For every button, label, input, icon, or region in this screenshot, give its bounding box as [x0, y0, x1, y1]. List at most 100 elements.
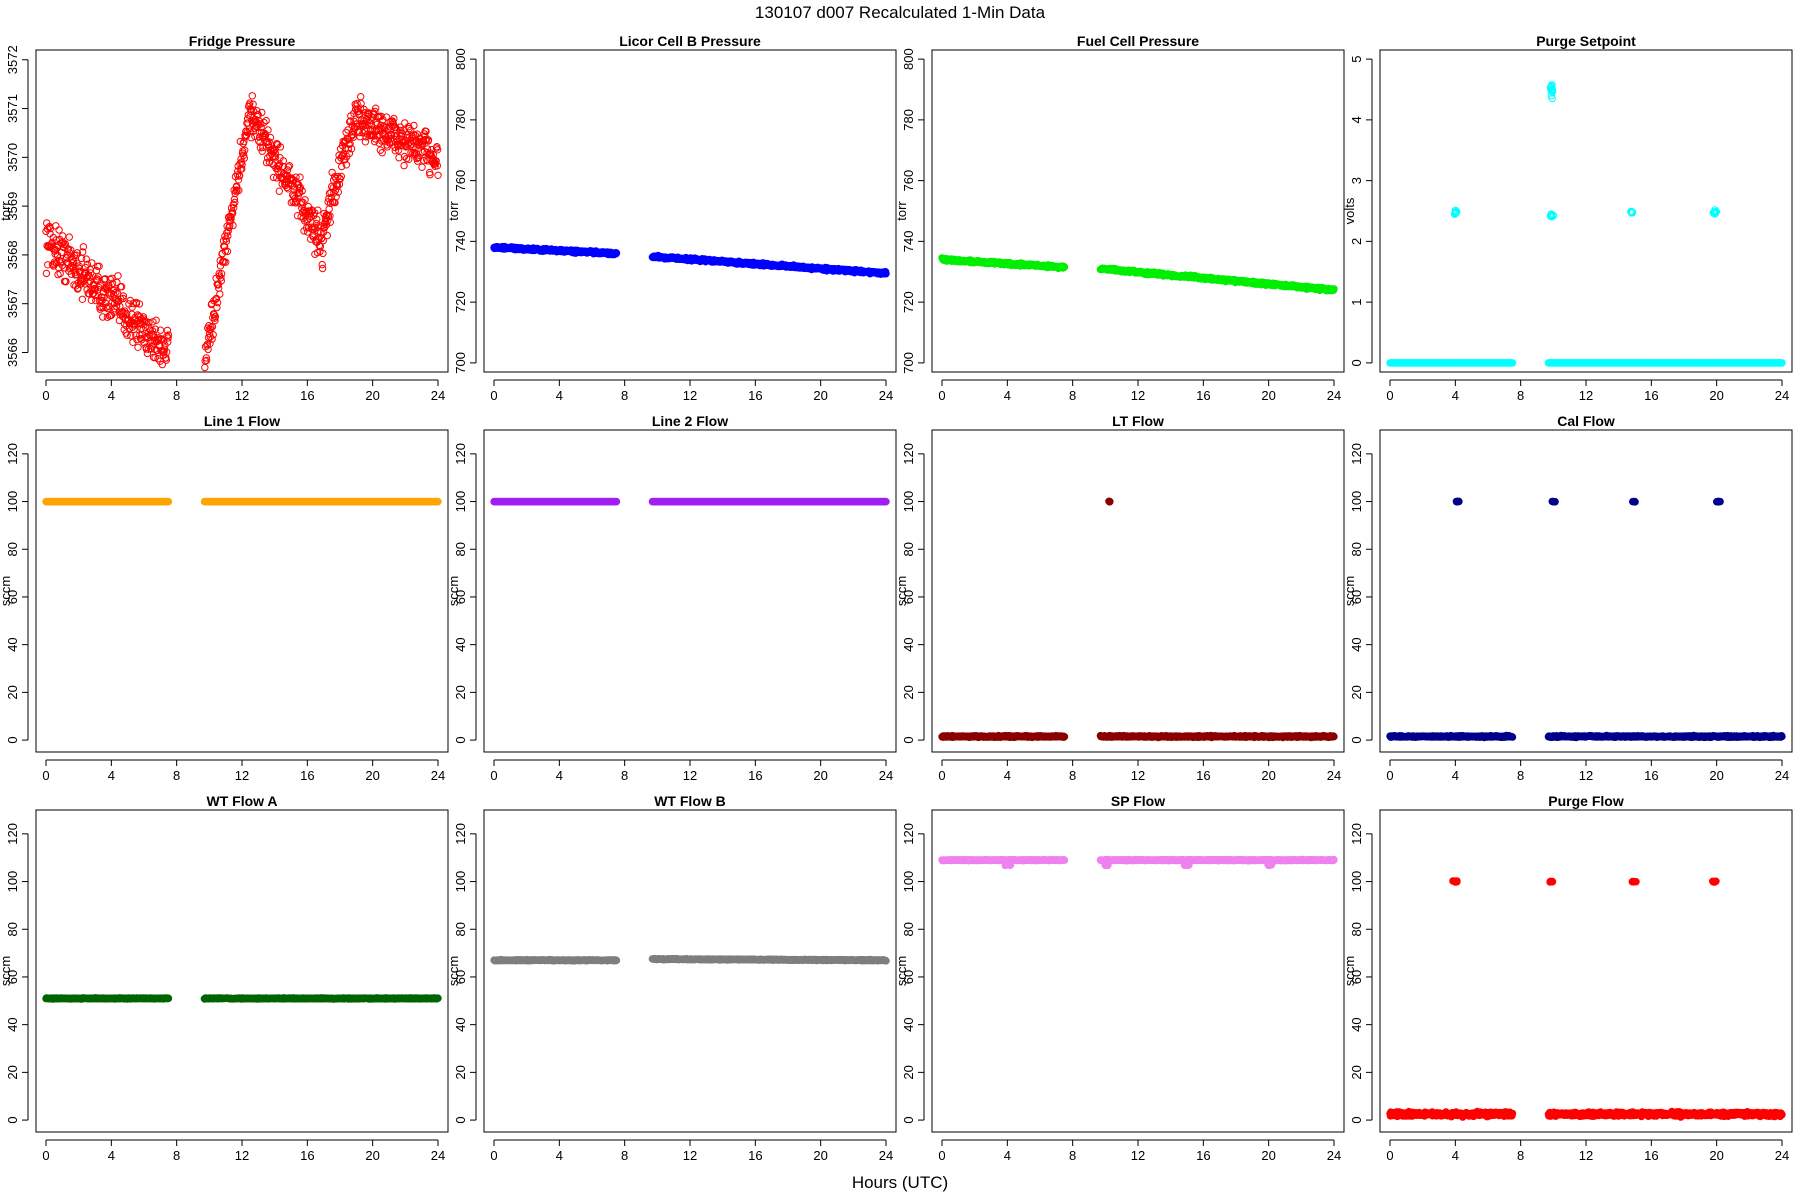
data-point [318, 260, 326, 269]
data-point [258, 147, 266, 155]
data-point [158, 360, 167, 369]
x-tick-label: 16 [300, 388, 314, 403]
data-point [223, 247, 232, 256]
data-point [211, 312, 220, 321]
y-tick-label: 760 [901, 170, 916, 192]
y-tick-label: 5 [1349, 55, 1364, 62]
plot-frame [931, 49, 1345, 373]
data-point [405, 155, 413, 164]
y-tick-label: 720 [901, 291, 916, 313]
data-point [216, 290, 224, 298]
x-tick-label: 24 [1327, 388, 1341, 403]
x-tick-label: 4 [1004, 388, 1011, 403]
data-point [316, 242, 325, 251]
y-tick-label: 120 [5, 443, 20, 465]
data-point [210, 311, 219, 319]
data-point [164, 334, 172, 342]
x-tick-label: 4 [108, 388, 115, 403]
data-point [119, 294, 127, 303]
x-tick-label: 16 [1196, 388, 1210, 403]
data-point [154, 355, 162, 363]
data-point [306, 209, 314, 218]
data-point [164, 497, 173, 506]
data-point [62, 277, 70, 286]
data-point [110, 308, 118, 316]
data-points [1386, 81, 1786, 367]
data-point [83, 286, 91, 294]
data-point [268, 159, 276, 168]
data-point [390, 114, 398, 123]
x-tick-label: 8 [1069, 388, 1076, 403]
plot-frame [1379, 49, 1793, 373]
data-point [344, 126, 352, 134]
data-point [202, 356, 211, 365]
data-point [347, 145, 356, 153]
y-tick-label: 20 [5, 685, 20, 699]
data-point [264, 126, 272, 134]
y-tick-label: 800 [453, 48, 468, 70]
data-point [100, 275, 109, 284]
data-point [230, 204, 238, 212]
y-tick-label: 80 [5, 542, 20, 556]
x-tick-label: 20 [813, 768, 827, 783]
data-point [135, 300, 144, 308]
data-point [395, 154, 403, 162]
x-tick-label: 16 [1644, 388, 1658, 403]
data-point [410, 121, 418, 130]
data-point [422, 127, 430, 136]
data-point [208, 322, 217, 331]
y-tick-label: 800 [901, 48, 916, 70]
y-tick-label: 100 [453, 491, 468, 513]
data-point [108, 279, 117, 287]
data-point [318, 264, 327, 273]
x-tick-label: 12 [683, 388, 697, 403]
y-tick-label: 740 [453, 231, 468, 253]
data-point [60, 243, 68, 252]
plot-frame [483, 429, 897, 753]
data-point [419, 137, 428, 145]
data-point [346, 140, 354, 148]
plot-frame [35, 429, 449, 753]
data-point [132, 299, 141, 308]
y-tick-label: 780 [453, 109, 468, 131]
x-tick-label: 8 [1517, 388, 1524, 403]
data-point [136, 334, 145, 343]
data-point [213, 298, 222, 307]
data-point [262, 116, 270, 125]
data-point [108, 274, 116, 282]
data-point [411, 146, 419, 154]
y-tick-label: 0 [453, 736, 468, 743]
data-point [285, 162, 294, 170]
data-point [326, 218, 334, 226]
x-tick-label: 0 [42, 388, 49, 403]
data-point [253, 106, 261, 115]
x-tick-label: 24 [431, 768, 445, 783]
data-point [239, 151, 248, 160]
data-point [123, 331, 131, 339]
data-point [276, 143, 285, 151]
data-point [386, 139, 394, 147]
y-axis-label: volts [1342, 197, 1357, 224]
y-axis-label: torr [446, 201, 461, 221]
y-tick-label: 780 [901, 109, 916, 131]
data-point [94, 273, 102, 281]
x-tick-label: 4 [556, 768, 563, 783]
data-point [211, 316, 219, 325]
data-point [119, 292, 128, 300]
data-point [79, 248, 87, 256]
data-point [292, 173, 300, 181]
data-point [226, 222, 234, 230]
y-tick-label: 3566 [5, 338, 20, 367]
x-tick-label: 24 [431, 388, 445, 403]
data-point [88, 259, 96, 267]
y-tick-label: 0 [1349, 359, 1364, 366]
data-point [429, 150, 437, 159]
data-point [401, 119, 409, 127]
data-point [346, 117, 355, 125]
plot-frame [35, 49, 449, 373]
data-point [371, 107, 379, 116]
data-point [283, 166, 292, 174]
data-point [266, 133, 275, 142]
data-point [73, 249, 82, 257]
